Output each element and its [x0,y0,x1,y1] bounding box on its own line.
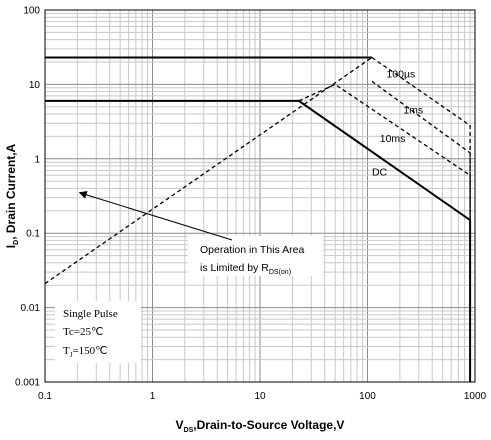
annotation-arrow [78,190,233,241]
x-axis-title-main: V [176,418,184,432]
y-tick-label: 0.001 [15,378,40,389]
test-conditions-note: Single Pulse Tc=25℃ TJ=150℃ [55,301,141,363]
x-axis-title-rest: ,Drain-to-Source Voltage,V [193,418,344,432]
y-tick-label: 100 [23,6,40,17]
y-tick-label: 1 [34,154,40,165]
grid [45,10,475,382]
x-tick-label: 10 [254,391,266,402]
x-tick-label: 100 [359,391,376,402]
y-axis-title-rest: , Drain Current,A [4,143,18,239]
note-line-3-sub: J [70,351,73,359]
series-layer [44,56,472,382]
annotation-box [188,236,323,276]
annotation-line-1: Operation in This Area [200,244,304,256]
y-axis-title-main: I [4,245,18,248]
curve-label: 1ms [403,104,423,116]
y-axis-title-sub: D [13,240,20,245]
curve-label: DC [372,167,388,179]
x-axis-title-sub: DS [184,427,194,434]
curve-label: 10ms [380,133,406,145]
tick-labels: 0.1 1 10 100 1000 100 10 1 0.1 0.01 0.001 [15,6,487,403]
curve-labels: 100µs 1ms 10ms DC [372,69,423,179]
boundary-line-5 [44,56,373,285]
curve-label: 100µs [386,69,415,81]
rdson-annotation: Operation in This Area is Limited by RDS… [78,190,323,276]
y-tick-label: 10 [29,80,41,91]
series-10ms [298,83,471,382]
series-100s [371,56,471,382]
x-axis-title: VDS,Drain-to-Source Voltage,V [176,418,345,434]
note-line-3-main: T [63,345,70,357]
note-line-2: Tc=25℃ [63,326,103,338]
note-box [55,301,141,363]
annotation-line-2-sub: DS(on) [269,269,291,276]
note-line-1: Single Pulse [63,308,118,320]
plot-frame [44,9,476,383]
y-tick-label: 0.1 [26,229,40,240]
y-tick-label: 0.01 [21,303,41,314]
x-tick-label: 1000 [464,391,487,402]
annotation-line-2: is Limited by RDS(on) [200,262,291,276]
x-tick-label: 0.1 [38,391,52,402]
y-axis-title: ID, Drain Current,A [4,143,20,248]
note-line-3: TJ=150℃ [63,345,108,359]
annotation-line-2-main: is Limited by R [200,262,269,274]
series-1ms [371,80,471,382]
note-line-3-rest: =150℃ [72,345,107,357]
x-tick-label: 1 [150,391,156,402]
